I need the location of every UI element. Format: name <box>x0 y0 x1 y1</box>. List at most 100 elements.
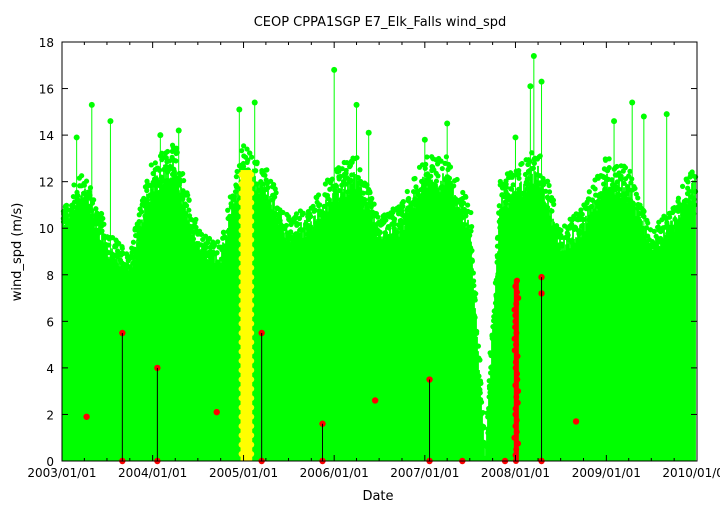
green-data-column <box>627 198 629 462</box>
green-data-column <box>476 336 478 461</box>
green-data-column <box>545 203 547 461</box>
green-data-column <box>593 208 595 461</box>
green-data-column <box>351 183 353 461</box>
green-data-point <box>516 175 522 181</box>
green-data-column <box>260 181 262 461</box>
green-data-column <box>693 195 695 461</box>
green-data-column <box>137 244 139 461</box>
x-tick-label: 2007/01/01 <box>390 466 459 480</box>
green-data-column <box>167 172 169 461</box>
red-cluster-point <box>513 370 520 377</box>
green-data-point <box>273 190 279 196</box>
green-data-column <box>334 187 336 461</box>
green-data-column <box>275 208 277 461</box>
green-data-column <box>97 235 99 461</box>
green-data-column <box>317 210 319 461</box>
green-data-column <box>263 187 265 461</box>
green-data-column <box>404 225 406 461</box>
green-data-point <box>300 210 306 216</box>
green-data-column <box>175 170 177 462</box>
green-data-column <box>540 180 542 461</box>
green-data-column <box>235 193 237 461</box>
green-data-point <box>130 239 137 245</box>
green-data-column <box>204 258 206 461</box>
y-tick-label: 10 <box>39 222 54 236</box>
green-data-column <box>665 236 667 461</box>
green-data-column <box>606 173 608 462</box>
green-data-point <box>616 192 623 198</box>
green-data-point <box>167 163 173 170</box>
green-data-column <box>548 206 550 461</box>
green-data-column <box>406 215 408 461</box>
yellow-data-point <box>238 208 245 215</box>
green-data-column <box>459 210 461 461</box>
green-data-column <box>258 193 260 461</box>
green-data-point <box>472 314 478 321</box>
green-data-column <box>607 189 609 462</box>
green-data-point <box>254 159 260 165</box>
green-data-column <box>442 173 444 462</box>
green-data-point <box>101 221 107 227</box>
green-data-column <box>547 194 549 461</box>
green-data-column <box>130 263 132 461</box>
green-data-point <box>247 150 253 156</box>
green-data-point <box>185 192 191 198</box>
green-data-column <box>297 229 299 461</box>
green-data-point <box>559 241 565 247</box>
green-data-point <box>569 221 575 227</box>
yellow-data-point <box>238 292 245 299</box>
green-data-point <box>550 197 557 203</box>
green-data-column <box>230 220 232 461</box>
green-data-column <box>325 199 327 461</box>
green-peak-point <box>365 129 372 136</box>
green-data-column <box>114 258 116 461</box>
green-data-point <box>317 202 323 208</box>
green-data-column <box>432 185 434 461</box>
green-data-point <box>337 173 344 179</box>
green-data-column <box>435 178 437 461</box>
green-data-column <box>572 229 574 461</box>
green-data-column <box>112 257 114 461</box>
green-data-column <box>384 239 386 461</box>
green-data-column <box>123 267 125 461</box>
green-data-column <box>684 200 686 461</box>
green-data-column <box>357 180 359 461</box>
green-data-point <box>519 160 525 167</box>
green-data-column <box>284 238 286 461</box>
green-data-column <box>107 256 109 461</box>
green-data-point <box>689 169 695 175</box>
green-data-column <box>353 172 355 462</box>
green-data-column <box>679 217 681 461</box>
green-data-column <box>539 187 541 462</box>
green-data-point <box>470 278 477 284</box>
green-data-column <box>85 192 87 461</box>
red-cluster-point <box>513 446 520 453</box>
green-data-point <box>503 184 509 191</box>
green-data-column <box>134 259 136 461</box>
yellow-data-point <box>238 413 245 420</box>
green-data-column <box>344 180 346 462</box>
green-data-point <box>428 173 434 179</box>
green-data-column <box>553 221 555 461</box>
green-data-column <box>685 201 687 461</box>
red-cluster-point <box>514 277 521 284</box>
yellow-data-point <box>248 385 255 392</box>
green-data-point <box>144 178 150 184</box>
green-data-column <box>194 241 196 461</box>
y-tick-label: 4 <box>46 362 54 376</box>
green-data-column <box>412 211 414 461</box>
green-data-point <box>454 176 460 183</box>
y-tick-label: 16 <box>39 83 54 97</box>
green-data-point <box>100 215 106 222</box>
green-data-point <box>264 167 270 173</box>
green-data-column <box>354 173 356 461</box>
green-data-point <box>329 176 335 182</box>
yellow-data-point <box>238 385 245 392</box>
green-data-column <box>206 258 208 461</box>
green-data-column <box>76 201 78 462</box>
green-data-column <box>190 227 192 461</box>
green-data-column <box>382 236 384 461</box>
green-data-column <box>374 229 376 461</box>
yellow-data-point <box>238 190 245 197</box>
green-data-column <box>261 184 263 461</box>
